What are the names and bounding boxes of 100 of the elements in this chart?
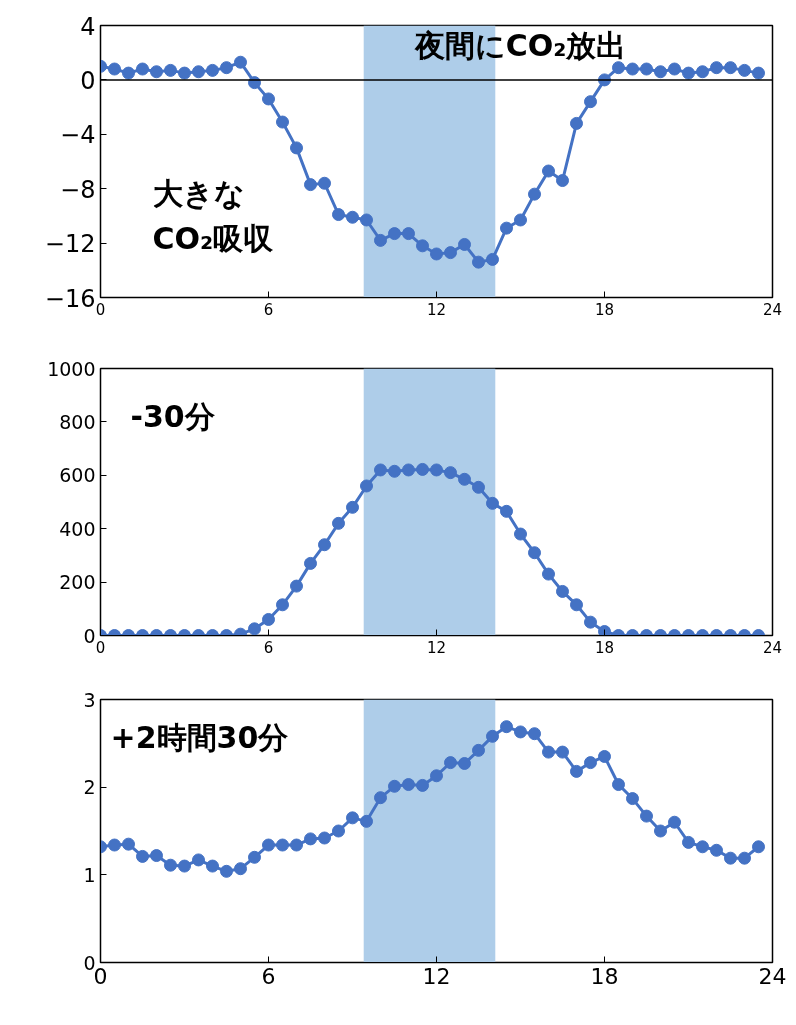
- point: [500, 720, 513, 734]
- point: [122, 837, 135, 851]
- point: [444, 466, 457, 480]
- x-tick-label: 6: [263, 300, 274, 319]
- point: [654, 65, 667, 79]
- point: [598, 750, 611, 763]
- x-tick-label: 24: [762, 638, 783, 657]
- y-tick-label: 4: [80, 12, 96, 41]
- point: [668, 62, 681, 76]
- point: [332, 208, 345, 222]
- point: [360, 479, 373, 493]
- point: [444, 246, 457, 260]
- point: [234, 55, 247, 69]
- point: [696, 65, 709, 79]
- annotation: 夜間にCO₂放出: [413, 27, 627, 63]
- y-tick-label: 0: [80, 66, 96, 95]
- point: [388, 227, 401, 241]
- point: [430, 463, 443, 477]
- point: [570, 116, 583, 130]
- point: [654, 824, 667, 838]
- point: [472, 255, 485, 269]
- x-tick-label: 18: [594, 638, 615, 657]
- point: [626, 62, 639, 76]
- point: [332, 516, 345, 530]
- point: [598, 625, 611, 636]
- point: [304, 556, 317, 570]
- point: [178, 859, 191, 873]
- x-tick-label: 18: [590, 963, 619, 989]
- point: [752, 66, 765, 80]
- point: [612, 778, 625, 792]
- x-tick-label: 12: [422, 963, 451, 989]
- point: [416, 239, 429, 253]
- point: [542, 567, 555, 581]
- x-tick-label: 24: [758, 963, 787, 989]
- point: [514, 725, 527, 739]
- point: [318, 176, 331, 190]
- x-tick-label: 24: [762, 300, 783, 319]
- point: [318, 538, 331, 552]
- y-tick-label: −8: [60, 175, 96, 204]
- y-tick-label: 3: [83, 688, 96, 711]
- y-tick-label: −4: [60, 121, 96, 150]
- point: [640, 62, 653, 76]
- point: [304, 832, 317, 846]
- point: [640, 809, 653, 823]
- point: [472, 480, 485, 494]
- point: [122, 66, 135, 80]
- point: [234, 862, 247, 876]
- point: [290, 579, 303, 593]
- point: [668, 815, 681, 829]
- point: [276, 115, 289, 129]
- point: [374, 791, 387, 805]
- point: [486, 496, 499, 510]
- point: [150, 65, 163, 79]
- point: [346, 500, 359, 514]
- point: [752, 840, 765, 854]
- point: [388, 464, 401, 478]
- point: [710, 61, 723, 75]
- point: [528, 546, 541, 560]
- point: [108, 838, 121, 852]
- point: [164, 63, 177, 77]
- point: [626, 792, 639, 806]
- point: [416, 462, 429, 476]
- point: [108, 62, 121, 76]
- point: [556, 174, 569, 188]
- point: [584, 756, 597, 770]
- annotation: +2時間30分: [110, 719, 289, 755]
- x-tick-label: 12: [426, 638, 447, 657]
- point: [178, 66, 191, 80]
- annotation: 大きな CO₂吸収: [152, 175, 275, 256]
- point: [458, 237, 471, 251]
- point: [430, 247, 443, 261]
- point: [262, 612, 275, 626]
- point: [220, 864, 233, 878]
- point: [290, 838, 303, 852]
- point: [192, 65, 205, 79]
- point: [262, 838, 275, 852]
- point: [318, 831, 331, 845]
- y-tick-label: 600: [59, 464, 96, 487]
- point: [486, 729, 499, 743]
- y-tick-label: 200: [59, 571, 96, 594]
- point: [360, 814, 373, 828]
- point: [724, 61, 737, 75]
- y-tick-label: 1: [83, 863, 96, 886]
- x-tick-label: 18: [594, 300, 615, 319]
- point: [304, 178, 317, 192]
- point: [682, 66, 695, 80]
- point: [556, 745, 569, 759]
- point: [388, 779, 401, 793]
- point: [276, 838, 289, 852]
- point: [612, 61, 625, 75]
- point: [486, 252, 499, 266]
- point: [724, 851, 737, 865]
- point: [500, 221, 513, 235]
- point: [346, 811, 359, 825]
- point: [514, 527, 527, 541]
- annotation: -30分: [130, 398, 215, 434]
- y-tick-label: 800: [59, 410, 96, 433]
- y-tick-label: 2: [83, 776, 96, 799]
- point: [528, 727, 541, 741]
- point: [402, 778, 415, 792]
